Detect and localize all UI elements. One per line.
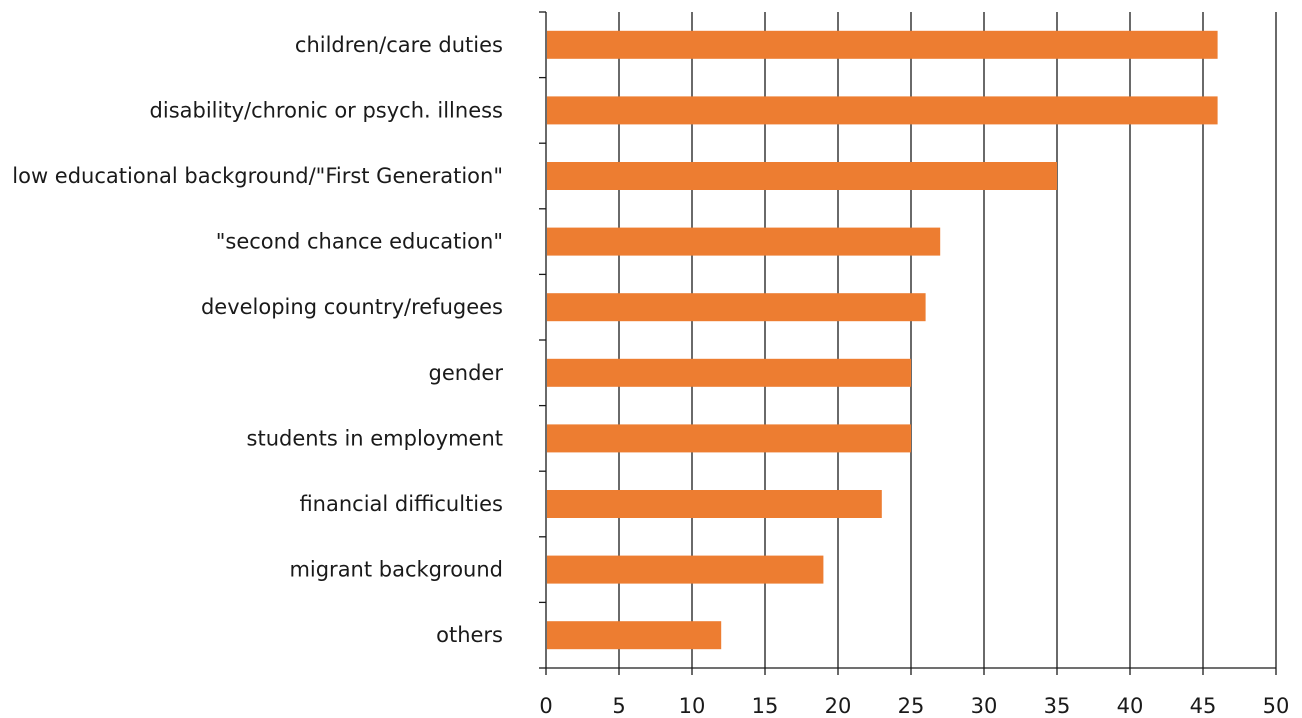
- category-label-9: others: [436, 623, 503, 647]
- x-tick-label-30: 30: [971, 694, 998, 718]
- x-tick-label-45: 45: [1190, 694, 1217, 718]
- x-tick-label-0: 0: [539, 694, 552, 718]
- x-tick-label-35: 35: [1044, 694, 1071, 718]
- category-label-8: migrant background: [289, 558, 503, 582]
- bar-1: [547, 96, 1218, 125]
- category-label-2: low educational background/"First Genera…: [12, 164, 503, 188]
- bar-6: [547, 424, 911, 453]
- x-tick-label-50: 50: [1263, 694, 1290, 718]
- x-tick-label-15: 15: [752, 694, 779, 718]
- x-tick-label-25: 25: [898, 694, 925, 718]
- category-label-0: children/care duties: [295, 33, 503, 57]
- bars: [547, 30, 1218, 650]
- category-label-6: students in employment: [247, 426, 503, 450]
- bar-7: [547, 490, 882, 518]
- x-tick-label-20: 20: [825, 694, 852, 718]
- bar-9: [547, 621, 722, 650]
- category-label-1: disability/chronic or psych. illness: [150, 98, 503, 122]
- category-label-7: financial difficulties: [299, 492, 503, 516]
- bar-2: [547, 162, 1057, 190]
- bar-5: [547, 358, 911, 387]
- category-labels: children/care duties disability/chronic o…: [12, 33, 503, 647]
- bar-8: [547, 555, 824, 584]
- axes: [539, 11, 1277, 675]
- bar-0: [547, 30, 1218, 59]
- x-tick-label-40: 40: [1117, 694, 1144, 718]
- bar-4: [547, 293, 926, 322]
- x-tick-labels: 0 5 10 15 20 25 30 35 40 45 50: [539, 694, 1289, 718]
- category-label-3: "second chance education": [216, 230, 503, 254]
- x-tick-label-10: 10: [679, 694, 706, 718]
- x-tick-label-5: 5: [612, 694, 625, 718]
- category-label-5: gender: [429, 361, 504, 385]
- bar-3: [547, 227, 941, 256]
- category-label-4: developing country/refugees: [201, 295, 503, 319]
